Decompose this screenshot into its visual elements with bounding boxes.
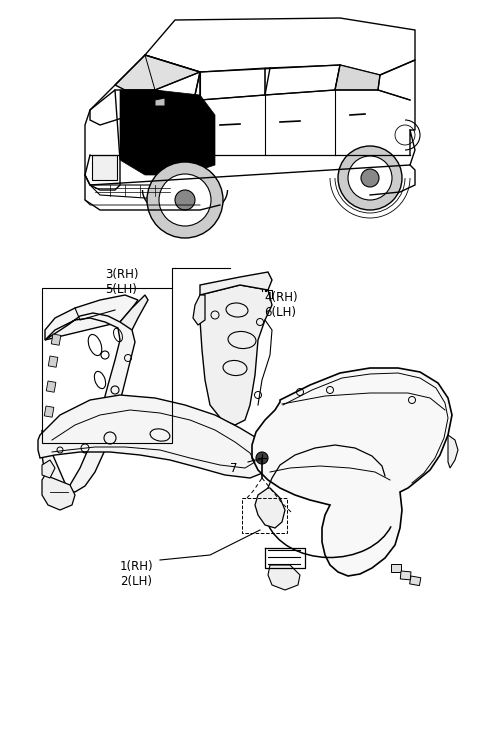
Bar [92,155,117,180]
Circle shape [338,146,402,210]
Circle shape [159,174,211,226]
Text: 7: 7 [230,462,238,475]
Polygon shape [42,475,75,510]
Text: 1(RH)
2(LH): 1(RH) 2(LH) [120,560,154,588]
Text: 3(RH)
5(LH): 3(RH) 5(LH) [105,268,139,296]
Polygon shape [268,565,300,590]
Circle shape [361,169,379,187]
Bar [242,498,287,533]
Polygon shape [448,435,458,468]
Polygon shape [45,295,138,340]
Bar [409,576,421,586]
Circle shape [348,156,392,200]
Polygon shape [38,395,272,478]
Polygon shape [42,313,135,492]
Bar [391,564,401,572]
Polygon shape [120,295,148,340]
Bar [44,406,54,417]
Circle shape [147,162,223,238]
Polygon shape [115,55,200,90]
Bar [42,288,172,443]
Bar [46,381,56,392]
Text: 4(RH)
6(LH): 4(RH) 6(LH) [264,291,298,319]
Polygon shape [252,368,452,576]
Circle shape [256,452,268,464]
Polygon shape [200,285,272,425]
Polygon shape [120,90,215,175]
Polygon shape [155,98,165,106]
Circle shape [175,190,195,210]
Bar [51,334,61,346]
Polygon shape [42,460,55,478]
Polygon shape [255,488,285,528]
Bar [48,356,58,367]
Polygon shape [335,65,380,90]
Polygon shape [200,272,272,295]
Polygon shape [193,295,205,325]
Bar [400,571,411,580]
